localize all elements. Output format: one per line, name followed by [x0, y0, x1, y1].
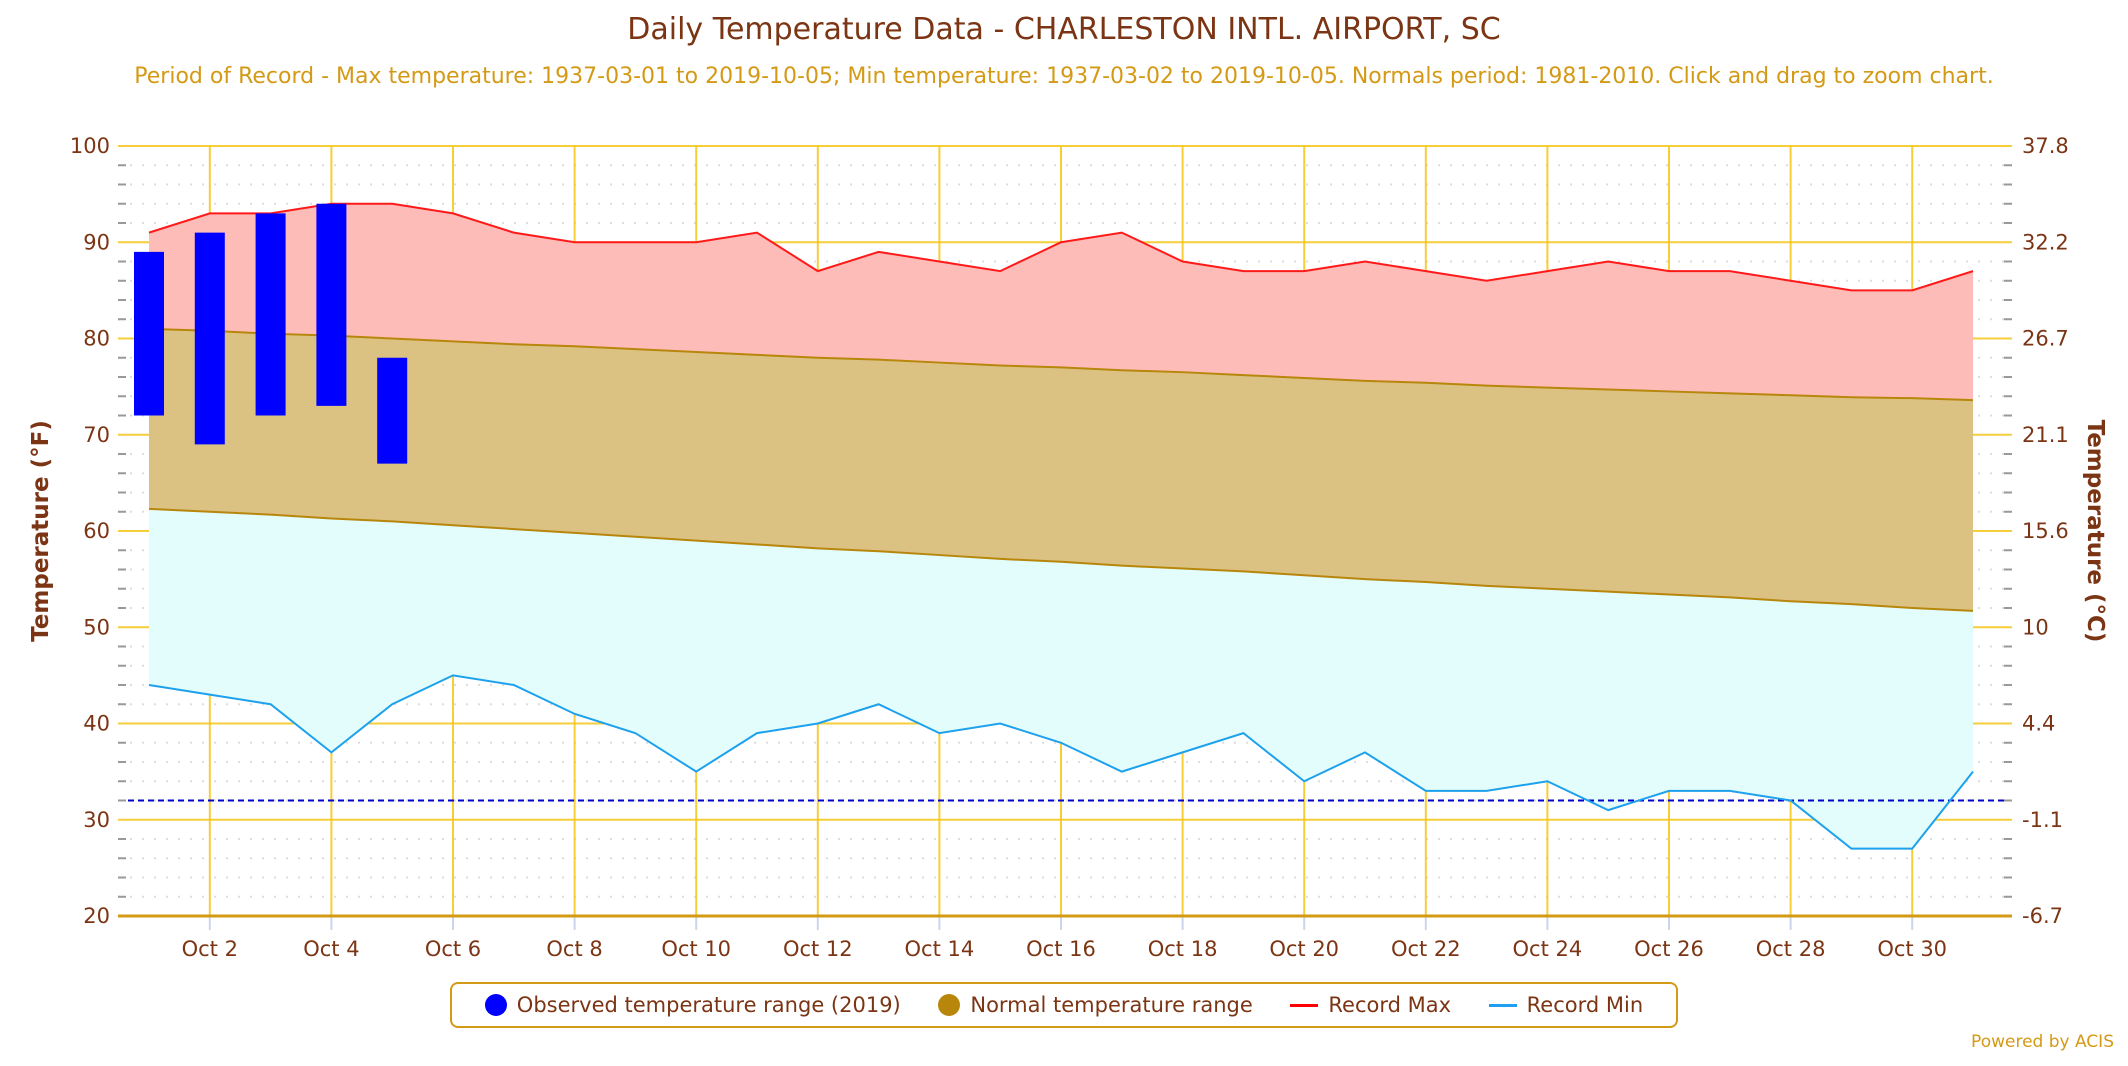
- chart-legend: Observed temperature range (2019) Normal…: [450, 982, 1678, 1028]
- y-tick-label-right: 15.6: [2022, 519, 2069, 543]
- legend-label: Normal temperature range: [970, 993, 1253, 1017]
- line-layer: [118, 202, 2012, 850]
- y-tick-label-right: -1.1: [2022, 808, 2063, 832]
- record-max-line: [148, 202, 1974, 292]
- y-axis-title-left: Temperature (°F): [28, 420, 54, 642]
- observed-bars: [134, 203, 408, 464]
- y-tick-label-right: 4.4: [2022, 712, 2055, 736]
- x-tick-label: Oct 24: [1513, 937, 1583, 961]
- observed-range-bar: [134, 251, 164, 416]
- axes: 20 -6.7 30 -1.1 40 4.4 50 10 60 15.6 70 21.1 80 26.7 9…: [70, 134, 2069, 961]
- x-tick-label: Oct 6: [425, 937, 481, 961]
- chart-subtitle: Period of Record - Max temperature: 1937…: [134, 64, 1994, 89]
- observed-range-bar: [255, 213, 286, 416]
- x-tick-label: Oct 30: [1877, 937, 1947, 961]
- legend-item-observed[interactable]: Observed temperature range (2019): [484, 993, 901, 1017]
- x-tick-label: Oct 14: [905, 937, 975, 961]
- y-tick-label-left: 90: [83, 230, 110, 254]
- y-tick-label-right: 10: [2022, 615, 2049, 639]
- x-tick-label: Oct 2: [182, 937, 238, 961]
- normal-range-area: [149, 328, 1973, 611]
- x-tick-label: Oct 22: [1391, 937, 1461, 961]
- y-tick-label-right: 26.7: [2022, 327, 2069, 351]
- y-tick-label-right: 21.1: [2022, 423, 2069, 447]
- x-tick-label: Oct 20: [1269, 937, 1339, 961]
- y-tick-label-left: 100: [70, 134, 110, 158]
- x-tick-label: Oct 8: [546, 937, 602, 961]
- y-tick-label-right: 32.2: [2022, 230, 2069, 254]
- record-min-line-icon: [1488, 1003, 1517, 1007]
- record-min-line: [148, 674, 1974, 850]
- y-tick-label-right: -6.7: [2022, 904, 2063, 928]
- legend-label: Record Max: [1328, 993, 1452, 1017]
- area-layer: [149, 203, 1973, 849]
- normal-low-line: [148, 507, 1974, 612]
- normal-dot-icon: [938, 994, 961, 1016]
- x-tick-label: Oct 4: [303, 937, 359, 961]
- x-tick-label: Oct 12: [783, 937, 853, 961]
- record-max-area: [149, 203, 1973, 401]
- y-tick-label-left: 20: [83, 904, 110, 928]
- observed-dot-icon: [484, 994, 507, 1016]
- normal-high-line: [148, 327, 1974, 402]
- legend-label: Record Min: [1526, 993, 1644, 1017]
- y-tick-label-left: 70: [83, 423, 110, 447]
- y-tick-label-right: 37.8: [2022, 134, 2069, 158]
- y-axis-title-right: Temperature (°C): [2082, 420, 2108, 643]
- record-max-line-icon: [1290, 1003, 1319, 1007]
- powered-by-credit[interactable]: Powered by ACIS: [1971, 1032, 2114, 1052]
- legend-item-record-min[interactable]: Record Min: [1488, 993, 1644, 1017]
- x-tick-label: Oct 28: [1756, 937, 1826, 961]
- observed-range-bar: [377, 357, 408, 464]
- y-tick-label-left: 50: [83, 615, 110, 639]
- legend-item-normal[interactable]: Normal temperature range: [938, 993, 1253, 1017]
- record-min-area: [149, 508, 1973, 849]
- x-tick-label: Oct 10: [661, 937, 731, 961]
- y-tick-label-left: 60: [83, 519, 110, 543]
- observed-range-bar: [316, 203, 347, 406]
- legend-label: Observed temperature range (2019): [516, 993, 901, 1017]
- chart-title: Daily Temperature Data - CHARLESTON INTL…: [627, 12, 1501, 47]
- y-tick-label-left: 30: [83, 808, 110, 832]
- legend-item-record-max[interactable]: Record Max: [1290, 993, 1451, 1017]
- x-tick-label: Oct 16: [1026, 937, 1096, 961]
- observed-range-bar: [194, 232, 225, 445]
- x-tick-label: Oct 26: [1634, 937, 1704, 961]
- y-tick-label-left: 80: [83, 327, 110, 351]
- y-tick-label-left: 40: [83, 712, 110, 736]
- x-tick-label: Oct 18: [1148, 937, 1218, 961]
